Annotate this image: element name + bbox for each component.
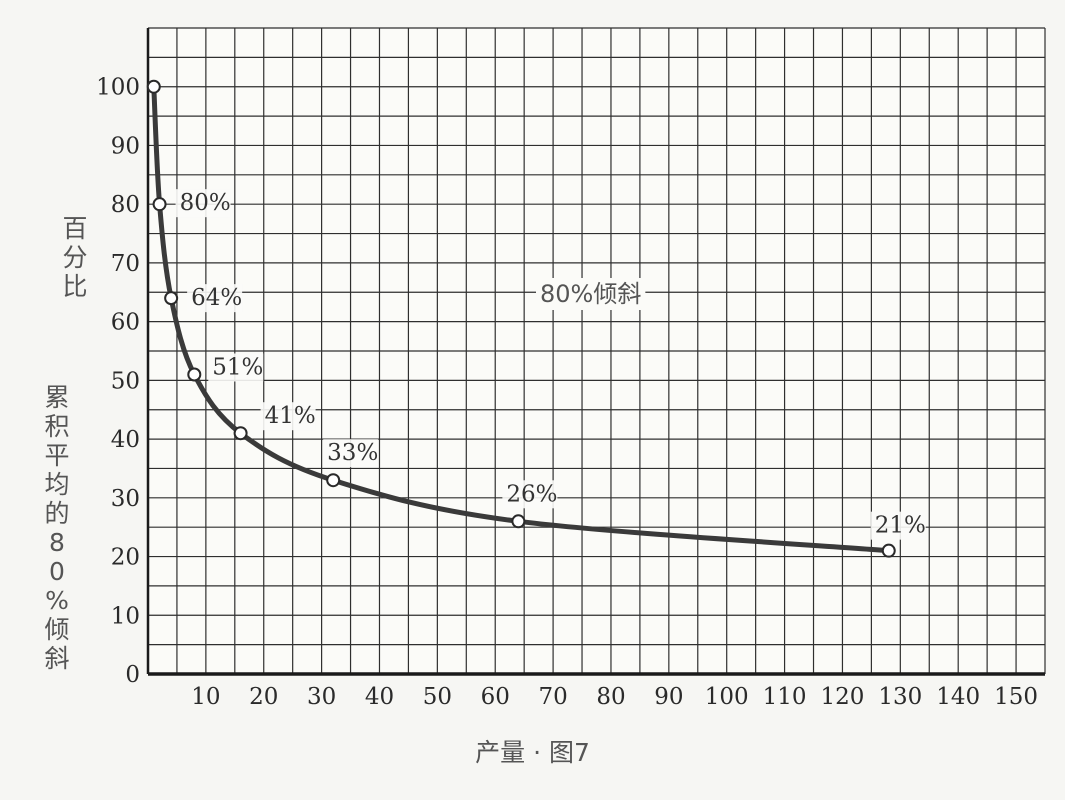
- ylabel-bottom-char-2: 平: [44, 441, 70, 470]
- data-label-backing: [323, 439, 379, 468]
- x-tick-label: 90: [654, 684, 683, 710]
- x-tick-label: 120: [820, 684, 864, 710]
- series-curve: [151, 84, 892, 554]
- data-point: [164, 291, 179, 306]
- y-tick-label: 20: [111, 545, 140, 571]
- ylabel-top-char-2: 比: [62, 272, 88, 301]
- ylabel-bottom-char-0: 累: [44, 383, 70, 412]
- ylabel-bottom-char-4: 的: [44, 499, 70, 528]
- ylabel-bottom-char-1: 积: [44, 412, 70, 441]
- y-axis-label-top: 百分比: [55, 214, 95, 301]
- y-tick-label: 90: [111, 133, 140, 159]
- x-tick-label: 30: [307, 684, 336, 710]
- ylabel-bottom-char-8: 倾: [44, 615, 70, 644]
- data-label-backing: [208, 353, 264, 382]
- y-tick-label: 60: [111, 310, 140, 336]
- data-label: 26%: [506, 481, 557, 507]
- x-tick-label: 10: [191, 684, 220, 710]
- x-tick-label: 140: [936, 684, 980, 710]
- data-point: [326, 473, 341, 488]
- data-point: [233, 426, 248, 441]
- data-labels: 80% 64% 51%41% 33% 26% 21%: [175, 189, 926, 540]
- x-tick-label: 60: [481, 684, 510, 710]
- data-label-backing: [260, 402, 316, 431]
- x-tick-label: 40: [365, 684, 394, 710]
- x-tick-label: 80: [596, 684, 625, 710]
- y-tick-label: 100: [96, 75, 140, 101]
- data-point: [881, 543, 896, 558]
- x-tick-label: 70: [538, 684, 567, 710]
- y-tick-label: 50: [111, 368, 140, 394]
- y-tick-label: 30: [111, 486, 140, 512]
- y-axis-label-bottom: 累积平均的 8 0% 倾斜: [37, 383, 77, 673]
- y-tick-label: 40: [111, 427, 140, 453]
- x-tick-label: 150: [994, 684, 1038, 710]
- data-label: 21%: [875, 513, 926, 539]
- x-tick-label: 110: [763, 684, 807, 710]
- y-tick-label: 10: [111, 603, 140, 629]
- x-tick-label: 130: [878, 684, 922, 710]
- data-point: [511, 514, 526, 529]
- y-tick-label: 70: [111, 251, 140, 277]
- data-point: [152, 197, 167, 212]
- slope-annotation: 80%倾斜: [540, 280, 641, 308]
- ylabel-top-char-1: 分: [62, 243, 88, 272]
- ylabel-bottom-char-6: 0: [49, 557, 65, 586]
- data-label-backing: [502, 480, 558, 509]
- data-label-backing: [187, 284, 243, 313]
- y-tick-label: 0: [125, 662, 140, 688]
- x-tick-label: 20: [249, 684, 278, 710]
- y-tick-label: 80: [111, 192, 140, 218]
- data-label: 64%: [191, 285, 242, 311]
- x-tick-label: 50: [423, 684, 452, 710]
- data-point: [187, 367, 202, 382]
- axes: [146, 28, 1045, 676]
- ylabel-bottom-char-5: 8: [49, 528, 65, 557]
- ylabel-bottom-char-9: 斜: [44, 644, 70, 673]
- data-label: 33%: [327, 440, 378, 466]
- ylabel-bottom-char-7: %: [45, 586, 69, 615]
- data-label: 51%: [212, 354, 263, 380]
- ylabel-top-char-0: 百: [62, 214, 88, 243]
- data-label: 80%: [180, 190, 231, 216]
- x-tick-label: 100: [705, 684, 749, 710]
- ylabel-bottom-char-3: 均: [44, 470, 70, 499]
- data-point: [146, 79, 161, 94]
- data-label-backing: [870, 511, 926, 540]
- x-axis-label: 产量 · 图7: [475, 738, 590, 767]
- annotation-backing: [536, 278, 646, 310]
- series-line: [146, 79, 896, 558]
- data-label: 41%: [265, 403, 316, 429]
- data-label-backing: [175, 189, 231, 218]
- grid: [147, 27, 1046, 675]
- tick-labels: 0 10 20 30 40 50 60 70 80 90 100 10 20 30 40 50 60 70 80 90…: [96, 75, 1038, 710]
